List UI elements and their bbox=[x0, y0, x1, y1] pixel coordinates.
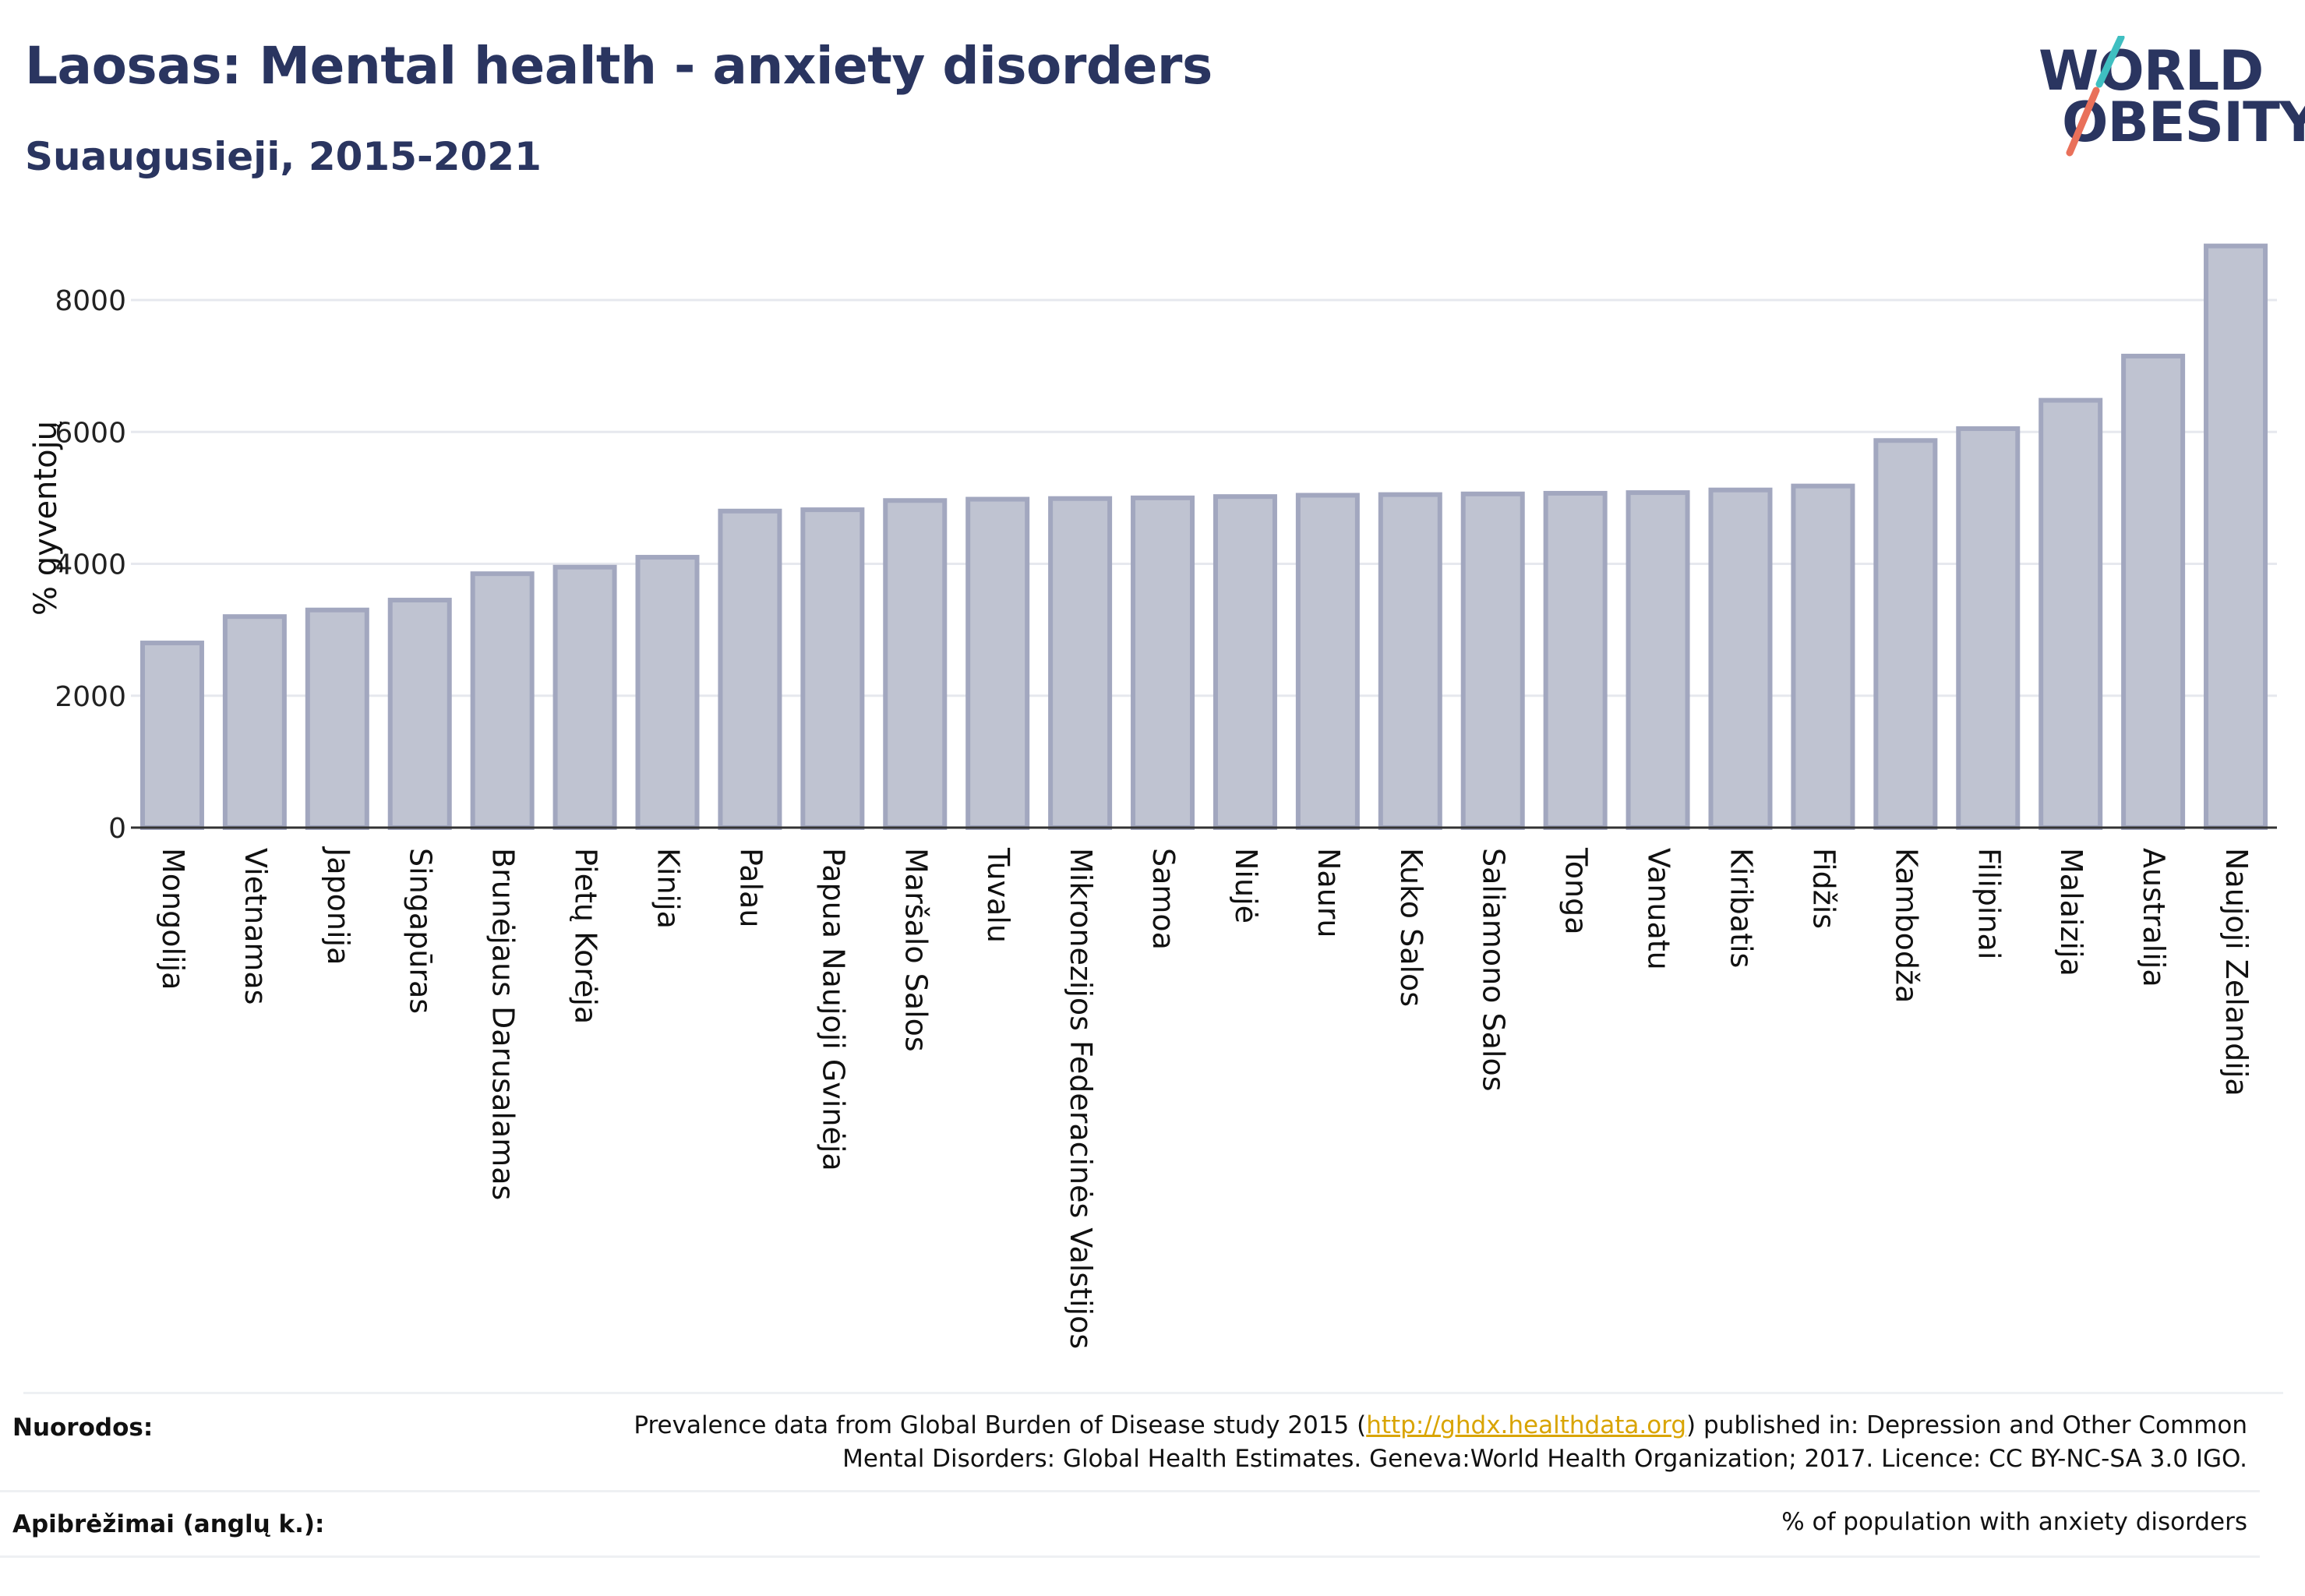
bar bbox=[965, 496, 1030, 830]
x-tick-label: Papua Naujoji Gvinėja bbox=[816, 848, 850, 1171]
bar bbox=[1048, 496, 1113, 830]
x-tick-label: Vanuatu bbox=[1642, 848, 1676, 970]
bar bbox=[1543, 490, 1608, 830]
x-tick-label: Tonga bbox=[1559, 847, 1594, 935]
bar bbox=[1460, 491, 1525, 830]
bar bbox=[2038, 397, 2103, 830]
category-labels: Mongolija Vietnamas Japonija Singapūras Brun… bbox=[156, 846, 2254, 1349]
bar bbox=[718, 508, 782, 830]
references-label: Nuorodos: bbox=[12, 1414, 154, 1442]
bar bbox=[1956, 426, 2021, 830]
x-tick-label: Malaizija bbox=[2054, 848, 2088, 976]
y-tick-label: 4000 bbox=[55, 549, 126, 581]
x-tick-label: Vietnamas bbox=[238, 848, 273, 1005]
bar bbox=[2121, 353, 2186, 830]
bar bbox=[1791, 483, 1855, 831]
x-tick-label: Kiribatis bbox=[1724, 848, 1759, 968]
y-tick-label: 8000 bbox=[55, 285, 126, 317]
footer-divider bbox=[23, 1392, 2283, 1394]
footer-definitions-row: Apibrėžimai (anglų k.): % of population … bbox=[0, 1490, 2260, 1558]
bar bbox=[1295, 493, 1360, 830]
logo-text-line2: OBESITY bbox=[2062, 90, 2305, 154]
y-tick-label: 2000 bbox=[55, 681, 126, 713]
x-tick-label: Palau bbox=[733, 848, 768, 927]
x-tick-label: Nauru bbox=[1311, 848, 1346, 938]
y-axis-label: % gyventojų bbox=[28, 421, 64, 616]
bar bbox=[1378, 492, 1442, 830]
logo-text-line1: WORLD bbox=[2038, 39, 2264, 103]
bar-chart: 0 2000 4000 6000 8000 % gyventojų Mongolija Vi… bbox=[28, 243, 2277, 1349]
x-tick-label: Fidžis bbox=[1806, 848, 1841, 929]
y-tick-label: 6000 bbox=[55, 417, 126, 449]
x-tick-label: Mikronezijos Federacinės Valstijos bbox=[1064, 848, 1098, 1349]
definitions-label: Apibrėžimai (anglų k.): bbox=[12, 1510, 325, 1538]
references-text: Prevalence data from Global Burden of Di… bbox=[634, 1409, 2247, 1476]
bar bbox=[800, 507, 865, 830]
bar bbox=[470, 571, 535, 830]
references-link[interactable]: http://ghdx.healthdata.org bbox=[1366, 1411, 1687, 1439]
x-tick-label: Niujė bbox=[1229, 848, 1263, 923]
bars bbox=[139, 243, 2268, 831]
x-tick-label: Maršalo Salos bbox=[898, 848, 933, 1052]
bar bbox=[2204, 243, 2268, 831]
x-tick-label: Kambodža bbox=[1889, 848, 1923, 1003]
bar bbox=[1131, 495, 1195, 830]
world-obesity-logo: WORLD OBESITY bbox=[2034, 36, 2305, 168]
chart-title: Laosas: Mental health - anxiety disorder… bbox=[25, 36, 1213, 96]
bar bbox=[1873, 438, 1938, 830]
x-tick-label: Australija bbox=[2137, 848, 2171, 987]
references-text-after: ) published in: Depression and Other Com… bbox=[1686, 1411, 2247, 1439]
references-line1: Prevalence data from Global Burden of Di… bbox=[634, 1409, 2247, 1442]
x-tick-label: Filipinai bbox=[1971, 848, 2006, 959]
x-tick-label: Japonija bbox=[321, 846, 355, 965]
x-tick-label: Brunėjaus Darusalamas bbox=[486, 848, 521, 1200]
x-tick-label: Singapūras bbox=[404, 848, 438, 1014]
chart-subtitle: Suaugusieji, 2015-2021 bbox=[25, 134, 542, 179]
x-tick-label: Pietų Korėja bbox=[569, 848, 603, 1024]
y-tick-label: 0 bbox=[108, 813, 126, 845]
bar bbox=[222, 614, 287, 830]
bar bbox=[1708, 487, 1773, 830]
axes: 0 2000 4000 6000 8000 % gyventojų bbox=[28, 285, 2277, 845]
references-text-before: Prevalence data from Global Burden of Di… bbox=[634, 1411, 1367, 1439]
x-tick-label: Tuvalu bbox=[981, 847, 1015, 943]
bar bbox=[635, 555, 700, 830]
bar bbox=[305, 607, 369, 830]
x-tick-label: Kuko Salos bbox=[1394, 848, 1428, 1007]
bar bbox=[139, 641, 204, 830]
bar bbox=[1213, 494, 1277, 830]
x-tick-label: Mongolija bbox=[156, 848, 190, 990]
bar bbox=[552, 564, 617, 830]
x-tick-label: Saliamono Salos bbox=[1477, 848, 1511, 1092]
bar bbox=[1626, 490, 1690, 830]
references-line2: Mental Disorders: Global Health Estimate… bbox=[842, 1445, 2247, 1473]
x-tick-label: Kinija bbox=[651, 848, 686, 929]
definitions-text: % of population with anxiety disorders bbox=[1781, 1508, 2247, 1536]
footer-references-row: Nuorodos: Prevalence data from Global Bu… bbox=[0, 1392, 2260, 1492]
grid-lines bbox=[131, 298, 2277, 697]
x-tick-label: Samoa bbox=[1146, 848, 1181, 950]
x-tick-label: Naujoji Zelandija bbox=[2219, 848, 2254, 1096]
bar bbox=[883, 498, 948, 830]
logo-slash-icon bbox=[2066, 36, 2125, 157]
bar bbox=[387, 598, 452, 830]
